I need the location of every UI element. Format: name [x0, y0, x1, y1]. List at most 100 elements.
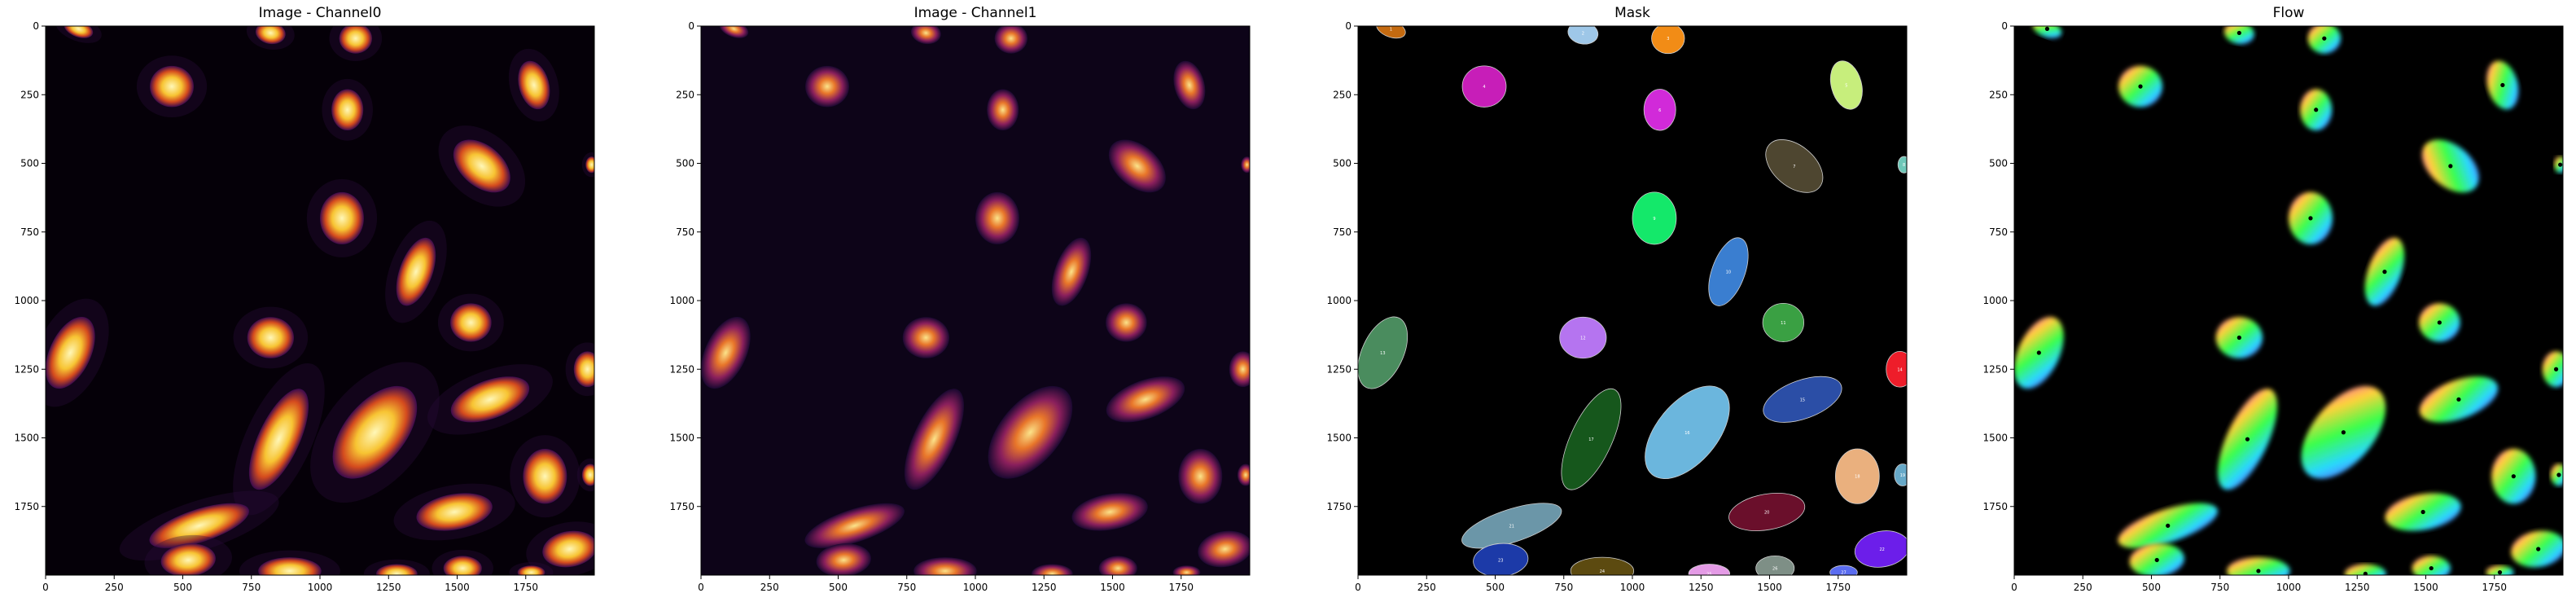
cell-nucleus — [1237, 464, 1250, 486]
y-tick-label: 500 — [20, 158, 39, 169]
cell-nucleus — [1241, 156, 1250, 174]
cell-nucleus — [396, 237, 436, 306]
cell-nucleus — [1178, 448, 1223, 504]
y-tick-label: 1750 — [1982, 501, 2008, 512]
flow-center-dot — [2429, 565, 2434, 571]
mask-cell — [1897, 156, 1907, 174]
panel-flow: Flow 0 250 500 750 1000 1250 1500 1750 0 250 500 750… — [1969, 0, 2576, 602]
cell-nucleus — [902, 317, 949, 358]
cell-nucleus — [518, 60, 550, 110]
mask-label: 1 — [1390, 27, 1392, 32]
y-tick-label: 250 — [20, 89, 39, 100]
x-tick-label: 500 — [173, 582, 192, 593]
x-tick-label: 750 — [897, 582, 916, 593]
flow-center-dot — [2553, 367, 2559, 371]
image-background — [46, 26, 594, 575]
y-tick-label: 1000 — [1326, 295, 1352, 306]
mask-cell — [1643, 89, 1676, 131]
cell-nucleus — [450, 376, 530, 423]
mask-cell — [1561, 388, 1622, 490]
mask-label: 21 — [1509, 524, 1514, 529]
image-background — [1358, 26, 1907, 575]
image-background — [701, 26, 1250, 575]
flow-center-dot — [2245, 437, 2250, 442]
x-tick-label: 0 — [698, 582, 704, 593]
flow-center-dot — [2341, 430, 2346, 435]
mask-label: 17 — [1588, 437, 1593, 442]
mask-cell — [1559, 316, 1607, 359]
mask-cell — [1834, 448, 1880, 504]
x-tick-label: 1750 — [1825, 582, 1851, 593]
panel-mask: Mask 1 2 3 4 5 6 7 8 9 10 11 12 13 14 15 16 17 18 19 20 21 22 2… — [1312, 0, 1923, 602]
cell-nucleus — [1108, 139, 1166, 193]
y-tick-label: 1000 — [14, 295, 39, 306]
cell-nucleus — [542, 530, 594, 568]
mask-cell — [1829, 565, 1858, 575]
y-tick-label: 750 — [1333, 226, 1352, 238]
flow-center-dot — [2154, 557, 2159, 563]
mask-cell — [1461, 65, 1507, 108]
y-tick-label: 500 — [1333, 158, 1352, 169]
cell-nucleus — [443, 556, 482, 575]
y-tick-label: 1500 — [1982, 433, 2008, 444]
mask-cell — [1567, 26, 1599, 45]
mask-cell — [1765, 139, 1824, 193]
y-tick-label: 1250 — [669, 363, 694, 375]
mask-label: 14 — [1897, 367, 1902, 372]
y-tick-label: 1500 — [1326, 433, 1352, 444]
x-tick-label: 750 — [1554, 582, 1573, 593]
flow-center-dot — [2256, 569, 2261, 573]
cell-nucleus — [150, 65, 194, 108]
x-tick-label: 1250 — [1032, 582, 1057, 593]
x-tick-label: 1500 — [1100, 582, 1125, 593]
mask-cell — [1473, 543, 1529, 575]
mask-cell — [1894, 464, 1907, 486]
mask-cell — [1762, 302, 1805, 342]
mask-cell — [1651, 26, 1685, 55]
mask-cell — [1645, 385, 1730, 480]
flow-cell — [2542, 351, 2563, 388]
flow-cell — [2345, 564, 2386, 575]
cell-nucleus — [376, 564, 418, 575]
y-tick-label: 1500 — [669, 433, 694, 444]
cell-nucleus — [450, 303, 492, 342]
cell-nucleus — [331, 89, 364, 131]
mask-label: 2 — [1582, 31, 1584, 36]
mask-label: 5 — [1845, 83, 1847, 88]
cell-nucleus — [339, 26, 373, 54]
flow-center-dot — [2500, 82, 2505, 88]
cell-nucleus — [46, 316, 95, 389]
mask-label: 22 — [1879, 547, 1884, 552]
x-tick-label: 750 — [2210, 582, 2229, 593]
mask-label: 27 — [1841, 571, 1846, 576]
y-tick-label: 1500 — [14, 433, 39, 444]
mask-cell — [1763, 376, 1842, 423]
y-tick-label: 1750 — [14, 501, 39, 512]
mask-cell — [1886, 350, 1907, 388]
y-tick-label: 250 — [1989, 89, 2008, 100]
cell-nucleus — [994, 26, 1028, 54]
cell-nucleus — [988, 385, 1073, 479]
cell-nucleus — [1106, 303, 1147, 342]
x-tick-label: 0 — [1355, 582, 1361, 593]
cell-nucleus — [258, 557, 322, 575]
flow-center-dot — [2558, 162, 2563, 167]
mask-label: 23 — [1498, 558, 1503, 563]
y-tick-label: 250 — [676, 89, 694, 100]
x-tick-label: 1500 — [2413, 582, 2438, 593]
flow-center-dot — [2420, 509, 2425, 515]
panel-plot: 0 250 500 750 1000 1250 1500 1750 0 250 500 750 1000… — [1982, 20, 2564, 593]
cell-nucleus — [255, 26, 286, 45]
cell-nucleus — [1098, 556, 1137, 575]
panel-title: Image - Channel1 — [913, 5, 1037, 21]
mask-label: 3 — [1667, 37, 1669, 42]
cell-nucleus — [248, 389, 309, 490]
flow-center-dot — [2308, 216, 2313, 221]
y-tick-label: 0 — [1345, 20, 1352, 32]
y-tick-label: 1000 — [669, 295, 694, 306]
y-tick-label: 1250 — [1326, 363, 1352, 375]
mask-label: 16 — [1684, 431, 1689, 436]
panel-ch0: Image - Channel0 0 250 500 750 1000 1250 1500 17… — [0, 0, 611, 602]
cell-nucleus — [1032, 564, 1073, 575]
